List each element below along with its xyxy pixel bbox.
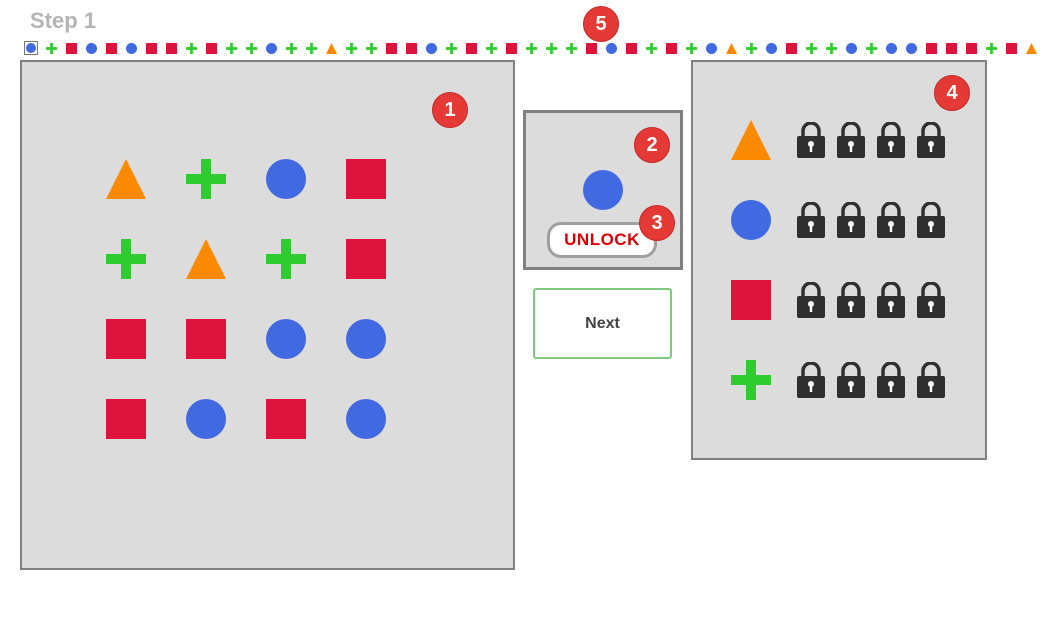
sequence-circle-item — [704, 41, 718, 55]
sequence-plus-item — [824, 41, 838, 55]
sequence-plus-item — [684, 41, 698, 55]
sequence-plus-item — [524, 41, 538, 55]
sequence-square-item — [164, 41, 178, 55]
lock-icon — [837, 281, 865, 318]
shape-sequence — [24, 41, 1040, 55]
sequence-circle-item — [24, 41, 38, 55]
sequence-plus-item — [304, 41, 318, 55]
lock-icon — [877, 361, 905, 398]
lock-icon — [797, 201, 825, 238]
legend-square-shape — [731, 280, 771, 320]
sequence-triangle-item — [1024, 41, 1038, 55]
unlock-button[interactable]: UNLOCK — [547, 222, 657, 258]
badge-5: 5 — [583, 6, 619, 42]
sequence-plus-item — [364, 41, 378, 55]
sequence-square-item — [664, 41, 678, 55]
next-button[interactable]: Next — [533, 288, 672, 359]
sequence-square-item — [404, 41, 418, 55]
preview-circle-shape — [583, 170, 623, 210]
sequence-plus-item — [804, 41, 818, 55]
sequence-circle-item — [124, 41, 138, 55]
sequence-plus-item — [644, 41, 658, 55]
badge-2: 2 — [634, 127, 670, 163]
board-triangle-tile[interactable] — [186, 239, 226, 279]
board-plus-tile[interactable] — [186, 159, 226, 199]
sequence-square-item — [204, 41, 218, 55]
lock-icon — [837, 361, 865, 398]
shape-board — [20, 60, 515, 570]
lock-icon — [917, 281, 945, 318]
lock-icon — [917, 121, 945, 158]
lock-icon — [837, 201, 865, 238]
board-square-tile[interactable] — [186, 319, 226, 359]
sequence-plus-item — [544, 41, 558, 55]
lock-icon — [797, 121, 825, 158]
sequence-triangle-item — [724, 41, 738, 55]
sequence-square-item — [584, 41, 598, 55]
board-circle-tile[interactable] — [266, 319, 306, 359]
sequence-square-item — [384, 41, 398, 55]
sequence-plus-item — [244, 41, 258, 55]
sequence-plus-item — [284, 41, 298, 55]
sequence-square-item — [104, 41, 118, 55]
lock-icon — [877, 281, 905, 318]
sequence-square-item — [924, 41, 938, 55]
lock-icon — [797, 361, 825, 398]
board-triangle-tile[interactable] — [106, 159, 146, 199]
sequence-plus-item — [444, 41, 458, 55]
board-square-tile[interactable] — [106, 319, 146, 359]
lock-icon — [797, 281, 825, 318]
sequence-plus-item — [744, 41, 758, 55]
board-circle-tile[interactable] — [346, 319, 386, 359]
lock-icon — [877, 201, 905, 238]
sequence-plus-item — [344, 41, 358, 55]
shape-lock-legend — [691, 60, 987, 460]
lock-icon — [917, 201, 945, 238]
board-plus-tile[interactable] — [106, 239, 146, 279]
board-square-tile[interactable] — [106, 399, 146, 439]
legend-circle-shape — [731, 200, 771, 240]
sequence-plus-item — [224, 41, 238, 55]
sequence-square-item — [464, 41, 478, 55]
legend-triangle-shape — [731, 120, 771, 160]
lock-icon — [917, 361, 945, 398]
sequence-square-item — [624, 41, 638, 55]
sequence-square-item — [144, 41, 158, 55]
lock-icon — [877, 121, 905, 158]
sequence-circle-item — [84, 41, 98, 55]
sequence-plus-item — [184, 41, 198, 55]
sequence-circle-item — [424, 41, 438, 55]
sequence-square-item — [1004, 41, 1018, 55]
board-circle-tile[interactable] — [266, 159, 306, 199]
board-square-tile[interactable] — [346, 239, 386, 279]
lock-icon — [837, 121, 865, 158]
board-circle-tile[interactable] — [346, 399, 386, 439]
board-square-tile[interactable] — [266, 399, 306, 439]
sequence-square-item — [504, 41, 518, 55]
badge-1: 1 — [432, 92, 468, 128]
sequence-circle-item — [264, 41, 278, 55]
sequence-plus-item — [44, 41, 58, 55]
sequence-square-item — [784, 41, 798, 55]
board-square-tile[interactable] — [346, 159, 386, 199]
sequence-triangle-item — [324, 41, 338, 55]
legend-plus-shape — [731, 360, 771, 400]
sequence-circle-item — [764, 41, 778, 55]
sequence-circle-item — [604, 41, 618, 55]
badge-3: 3 — [639, 205, 675, 241]
sequence-square-item — [64, 41, 78, 55]
sequence-circle-item — [904, 41, 918, 55]
step-title: Step 1 — [30, 8, 97, 33]
badge-4: 4 — [934, 75, 970, 111]
sequence-circle-item — [884, 41, 898, 55]
sequence-square-item — [964, 41, 978, 55]
sequence-plus-item — [564, 41, 578, 55]
sequence-square-item — [944, 41, 958, 55]
sequence-circle-item — [844, 41, 858, 55]
sequence-plus-item — [984, 41, 998, 55]
sequence-plus-item — [484, 41, 498, 55]
board-circle-tile[interactable] — [186, 399, 226, 439]
board-plus-tile[interactable] — [266, 239, 306, 279]
sequence-plus-item — [864, 41, 878, 55]
